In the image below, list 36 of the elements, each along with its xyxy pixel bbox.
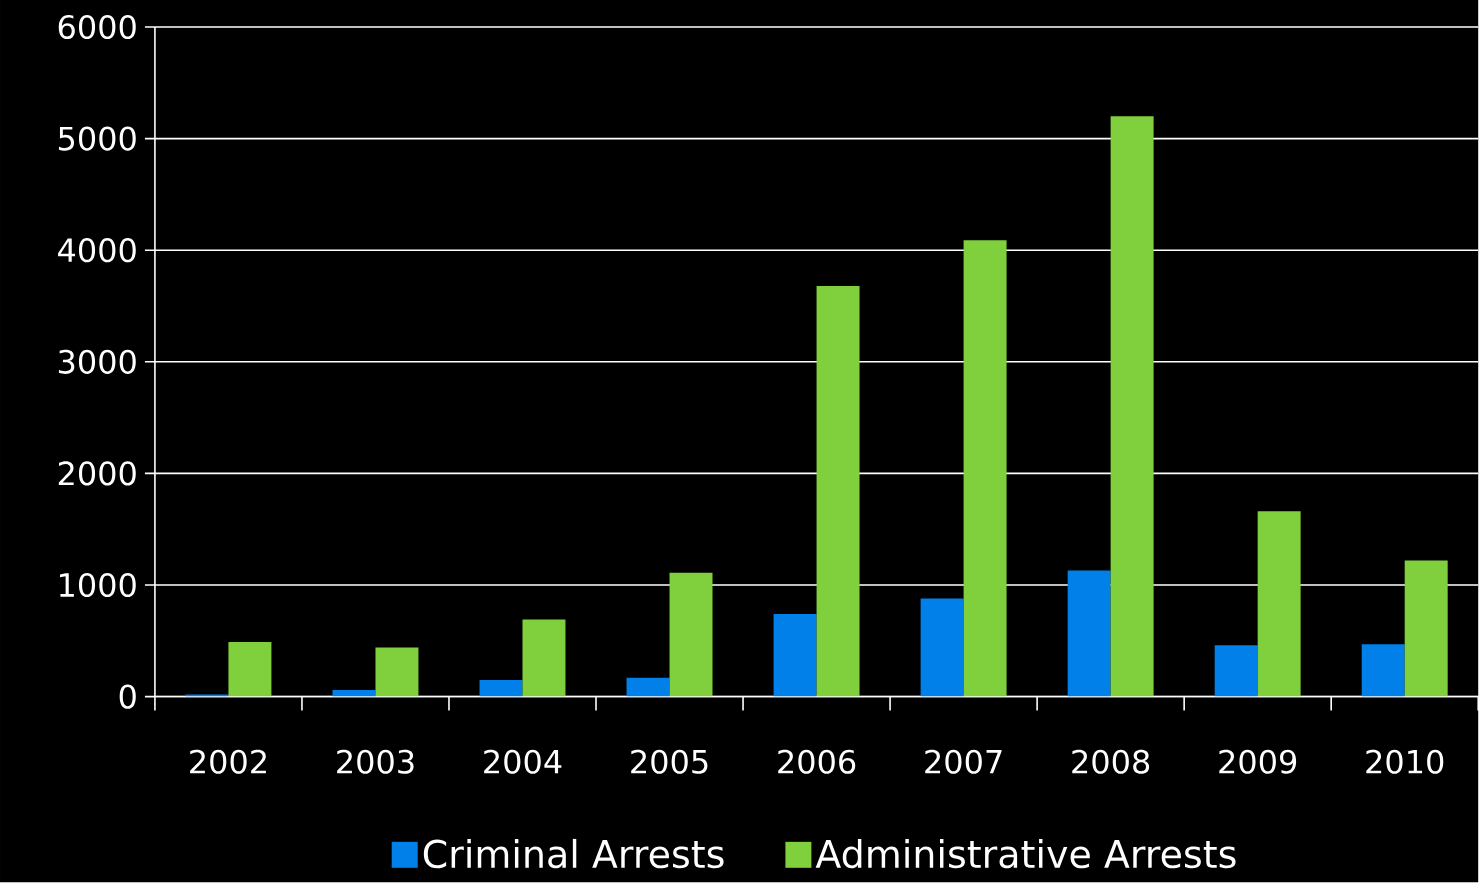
bar [479,680,523,697]
x-tick-label: 2010 [1366,749,1444,775]
bar [816,286,860,697]
bar [1110,116,1154,697]
bar [1257,511,1301,697]
bar [1067,570,1111,697]
bar [228,642,272,697]
bar [332,690,376,697]
x-tick-label: 2007 [925,749,1002,775]
bar [963,240,1007,697]
y-tick-label: 3000 [58,349,136,375]
x-tick-label: 2003 [337,749,414,775]
y-tick-label: 1000 [60,573,136,598]
x-tick-label: 2006 [778,749,856,775]
x-tick-label: 2008 [1072,749,1150,775]
y-tick-label: 5000 [58,126,136,151]
bar [1214,645,1258,697]
x-tick-label: 2004 [484,749,562,775]
y-tick-label: 2000 [58,461,136,486]
bar [626,677,670,697]
y-tick-label: 0 [119,684,136,709]
bar [669,572,713,697]
bar [920,598,964,697]
bar [773,614,817,697]
bar [522,619,566,697]
bar [1361,644,1405,697]
bar [1404,560,1448,697]
legend-label: Criminal Arrests [423,839,724,869]
bar [185,694,229,697]
legend-label: Administrative Arrests [815,839,1236,869]
bar [375,647,419,697]
x-tick-label: 2009 [1219,749,1297,775]
y-tick-label: 6000 [58,15,136,40]
y-tick-label: 4000 [58,238,136,263]
x-tick-label: 2005 [631,749,708,775]
x-tick-label: 2002 [190,749,266,775]
